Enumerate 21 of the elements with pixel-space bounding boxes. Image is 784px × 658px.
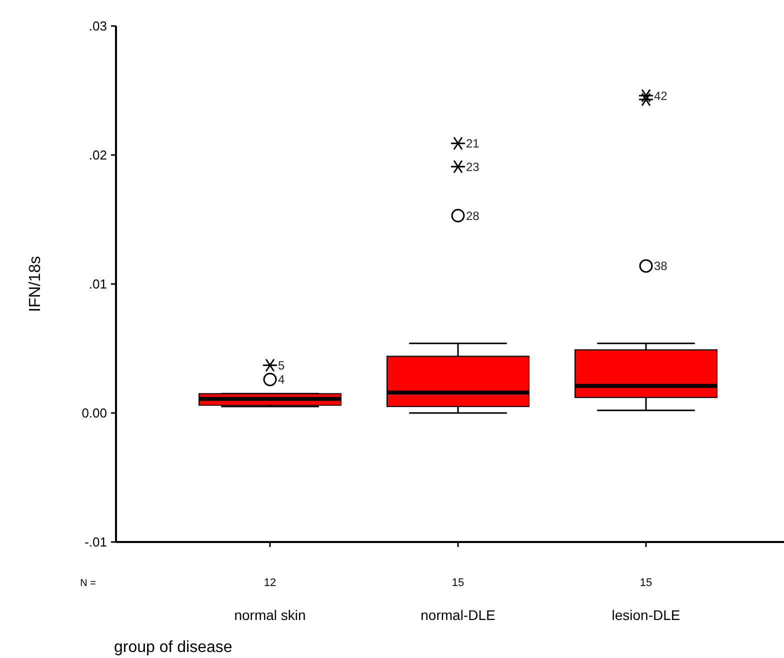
y-axis-title: IFN/18s: [27, 256, 44, 312]
annotation: 23: [466, 160, 480, 174]
y-tick-label: 0.00: [82, 406, 107, 421]
annotation: 38: [654, 259, 668, 274]
annotation: 4: [278, 372, 285, 387]
x-tick-label: lesion-DLE: [612, 607, 680, 623]
x-tick-label: normal-DLE: [420, 607, 496, 623]
annotation: 21: [466, 136, 480, 151]
text: N =: [80, 578, 96, 589]
annotation: 42: [654, 88, 668, 103]
x-axis-title: group of disease: [114, 639, 232, 656]
text: 12: [264, 577, 276, 589]
y-tick-label: .01: [88, 276, 107, 292]
y-tick-label: .03: [88, 18, 107, 34]
y-tick-label: .02: [88, 148, 107, 163]
x-tick-label: normal skin: [234, 607, 306, 623]
y-tick-label: -.01: [84, 534, 107, 550]
annotation: 5: [278, 358, 285, 372]
text: 15: [452, 577, 464, 589]
text: 15: [640, 577, 652, 589]
annotation: 28: [466, 208, 480, 223]
